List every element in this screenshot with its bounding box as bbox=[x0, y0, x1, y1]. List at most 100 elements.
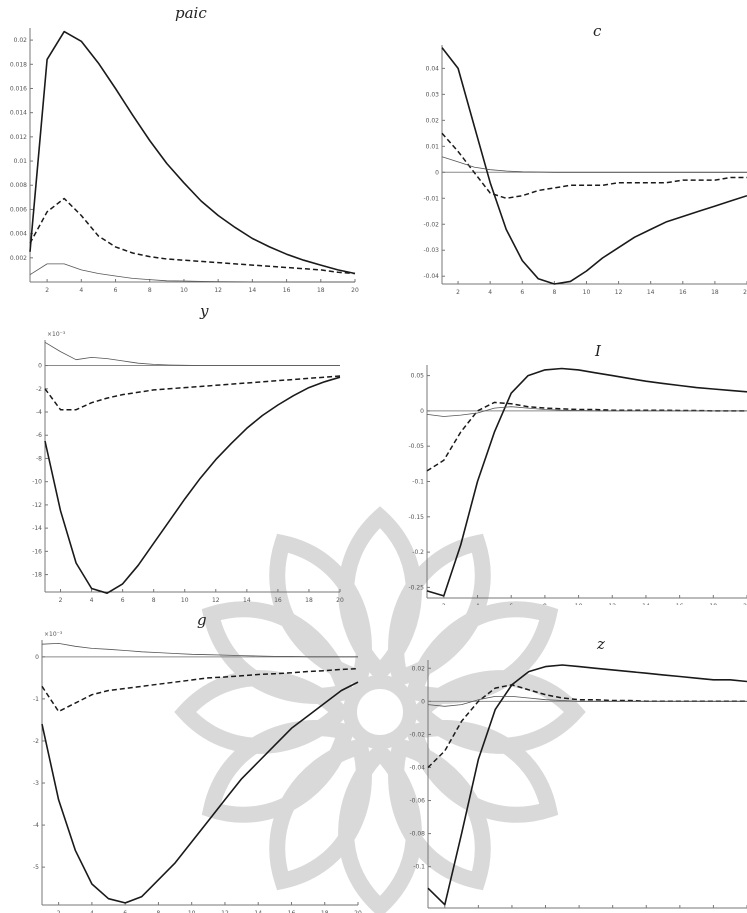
series-line-solid bbox=[29, 30, 356, 275]
y-tick-label: 0 bbox=[38, 363, 42, 370]
x-tick-label: 2 bbox=[57, 910, 61, 913]
x-tick-label: 2 bbox=[456, 289, 460, 296]
watermark-core bbox=[343, 675, 417, 749]
x-tick-label: 18 bbox=[321, 910, 329, 913]
y-tick-label: 0 bbox=[421, 698, 425, 705]
chart-title: g bbox=[197, 611, 207, 629]
x-tick-label: 12 bbox=[214, 287, 222, 294]
x-tick-label: 16 bbox=[274, 597, 282, 604]
y-tick-label: 0.01 bbox=[426, 143, 440, 150]
y-tick-label: -2 bbox=[36, 386, 42, 393]
x-tick-label: 12 bbox=[221, 910, 229, 913]
y-tick-label: 0.05 bbox=[411, 373, 425, 380]
y-tick-label: -0.04 bbox=[423, 273, 439, 280]
watermark-petal bbox=[388, 736, 491, 891]
y-tick-label: 0 bbox=[35, 654, 39, 661]
series-line-solid bbox=[44, 376, 341, 594]
x-tick-label: 4 bbox=[79, 287, 83, 294]
x-tick-label: 4 bbox=[476, 603, 480, 605]
y-tick-label: -4 bbox=[33, 822, 39, 829]
y-tick-label: -0.03 bbox=[423, 247, 439, 254]
axis-multiplier: ×10⁻³ bbox=[44, 631, 63, 638]
y-tick-label: 0.02 bbox=[14, 37, 28, 44]
y-tick-label: -0.15 bbox=[408, 514, 424, 521]
x-tick-label: 20 bbox=[743, 603, 747, 605]
series-line-solid bbox=[427, 664, 747, 906]
y-tick-label: -12 bbox=[32, 502, 42, 509]
chart-svg: 2 4 6 8 10 12 14 16 18 20 -18 -16 -14 -12 -10 -8 -6 -4 -2 0… bbox=[32, 331, 344, 604]
x-tick-label: 14 bbox=[647, 289, 655, 296]
series-line-solid bbox=[426, 367, 747, 597]
y-tick-label: 0.006 bbox=[10, 206, 27, 213]
x-tick-label: 2 bbox=[59, 597, 63, 604]
x-tick-label: 18 bbox=[709, 603, 717, 605]
chart-title: I bbox=[595, 342, 601, 360]
y-tick-label: 0 bbox=[435, 169, 439, 176]
y-tick-label: 0 bbox=[420, 408, 424, 415]
y-tick-label: 0.02 bbox=[426, 117, 440, 124]
watermark-petal bbox=[404, 601, 559, 704]
x-tick-label: 10 bbox=[188, 910, 196, 913]
x-tick-label: 20 bbox=[743, 289, 747, 296]
series-line-thin bbox=[41, 643, 358, 658]
watermark-petal bbox=[174, 670, 352, 754]
series-line-dashed bbox=[29, 197, 356, 275]
chart-panel-c: c 2 4 6 8 10 12 14 16 18 20 -0.04 -0.03 -0.02 -0.01 0 0… bbox=[375, 0, 747, 300]
y-tick-label: 0.008 bbox=[10, 182, 27, 189]
x-tick-label: 6 bbox=[509, 603, 513, 605]
x-tick-label: 2 bbox=[442, 603, 446, 605]
x-tick-label: 10 bbox=[583, 289, 591, 296]
y-tick-label: -0.02 bbox=[423, 221, 439, 228]
chart-panel-z: z 2 4 6 8 10 12 14 16 18 20 -0.1 -0.08 -0.06 -0.04 -0.… bbox=[375, 605, 747, 913]
series-line-thin bbox=[29, 263, 355, 283]
x-tick-label: 6 bbox=[121, 597, 125, 604]
x-tick-label: 12 bbox=[615, 289, 623, 296]
chart-title: c bbox=[593, 22, 602, 40]
x-tick-label: 8 bbox=[157, 910, 161, 913]
chart-svg: 2 4 6 8 10 12 14 16 18 20 0.002 0.004 0.006 0.008 0.01… bbox=[10, 28, 359, 294]
y-tick-label: -2 bbox=[33, 738, 39, 745]
x-tick-label: 10 bbox=[181, 597, 189, 604]
chart-svg: 2 4 6 8 10 12 14 16 18 20 -0.04 -0.03 -0.02 -0.01 0 0.0… bbox=[423, 45, 747, 296]
series-line-dashed bbox=[44, 375, 341, 411]
chart-svg: 2 4 6 8 10 12 14 16 18 20 -0.25 -0.2 -0.15 -0.1 -0.05 0… bbox=[408, 365, 747, 605]
y-tick-label: -0.01 bbox=[423, 195, 439, 202]
x-tick-label: 6 bbox=[123, 910, 127, 913]
y-tick-label: -0.25 bbox=[408, 584, 424, 591]
y-tick-label: 0.002 bbox=[10, 255, 27, 262]
watermark-petal bbox=[201, 601, 356, 704]
y-tick-label: 0.01 bbox=[14, 158, 28, 165]
y-tick-label: -3 bbox=[33, 780, 39, 787]
x-tick-label: 14 bbox=[249, 287, 257, 294]
x-tick-label: 18 bbox=[711, 289, 719, 296]
y-tick-label: -14 bbox=[32, 525, 42, 532]
y-tick-label: -18 bbox=[32, 572, 42, 579]
x-tick-label: 14 bbox=[243, 597, 251, 604]
y-tick-label: -0.02 bbox=[409, 731, 425, 738]
watermark-petal bbox=[269, 533, 372, 688]
chart-panel-paic: paic 2 4 6 8 10 12 14 16 18 20 0.002 0.004 0.006 0.00… bbox=[0, 0, 375, 300]
chart-svg: 2468101214161820-0.1-0.08-0.06-0.04-0.02… bbox=[409, 660, 747, 909]
series-line-dashed bbox=[41, 667, 359, 713]
y-tick-label: -1 bbox=[33, 696, 39, 703]
chart-panel-I: I 2 4 6 8 10 12 14 16 18 20 -0.25 -0.2 -0.15 -0.1 -0.0… bbox=[375, 300, 747, 605]
watermark-petal bbox=[201, 720, 356, 823]
y-tick-label: -0.06 bbox=[409, 798, 425, 805]
x-tick-label: 6 bbox=[114, 287, 118, 294]
x-tick-label: 20 bbox=[351, 287, 359, 294]
y-tick-label: -0.08 bbox=[409, 831, 425, 838]
y-tick-label: 0.02 bbox=[412, 665, 426, 672]
x-tick-label: 4 bbox=[90, 910, 94, 913]
series-line-thin bbox=[44, 341, 340, 366]
y-tick-label: -5 bbox=[33, 864, 39, 871]
x-tick-label: 16 bbox=[676, 603, 684, 605]
x-tick-label: 6 bbox=[520, 289, 524, 296]
y-tick-label: -16 bbox=[32, 548, 42, 555]
chart-svg: 2 4 6 8 10 12 14 16 18 20 -5 -4 -3 -2 -1 0 ×10⁻³ bbox=[33, 631, 362, 913]
x-tick-label: 4 bbox=[90, 597, 94, 604]
y-tick-label: 0.014 bbox=[10, 110, 27, 117]
x-tick-label: 14 bbox=[642, 603, 650, 605]
watermark-petal bbox=[408, 670, 586, 754]
y-tick-label: -8 bbox=[36, 455, 42, 462]
